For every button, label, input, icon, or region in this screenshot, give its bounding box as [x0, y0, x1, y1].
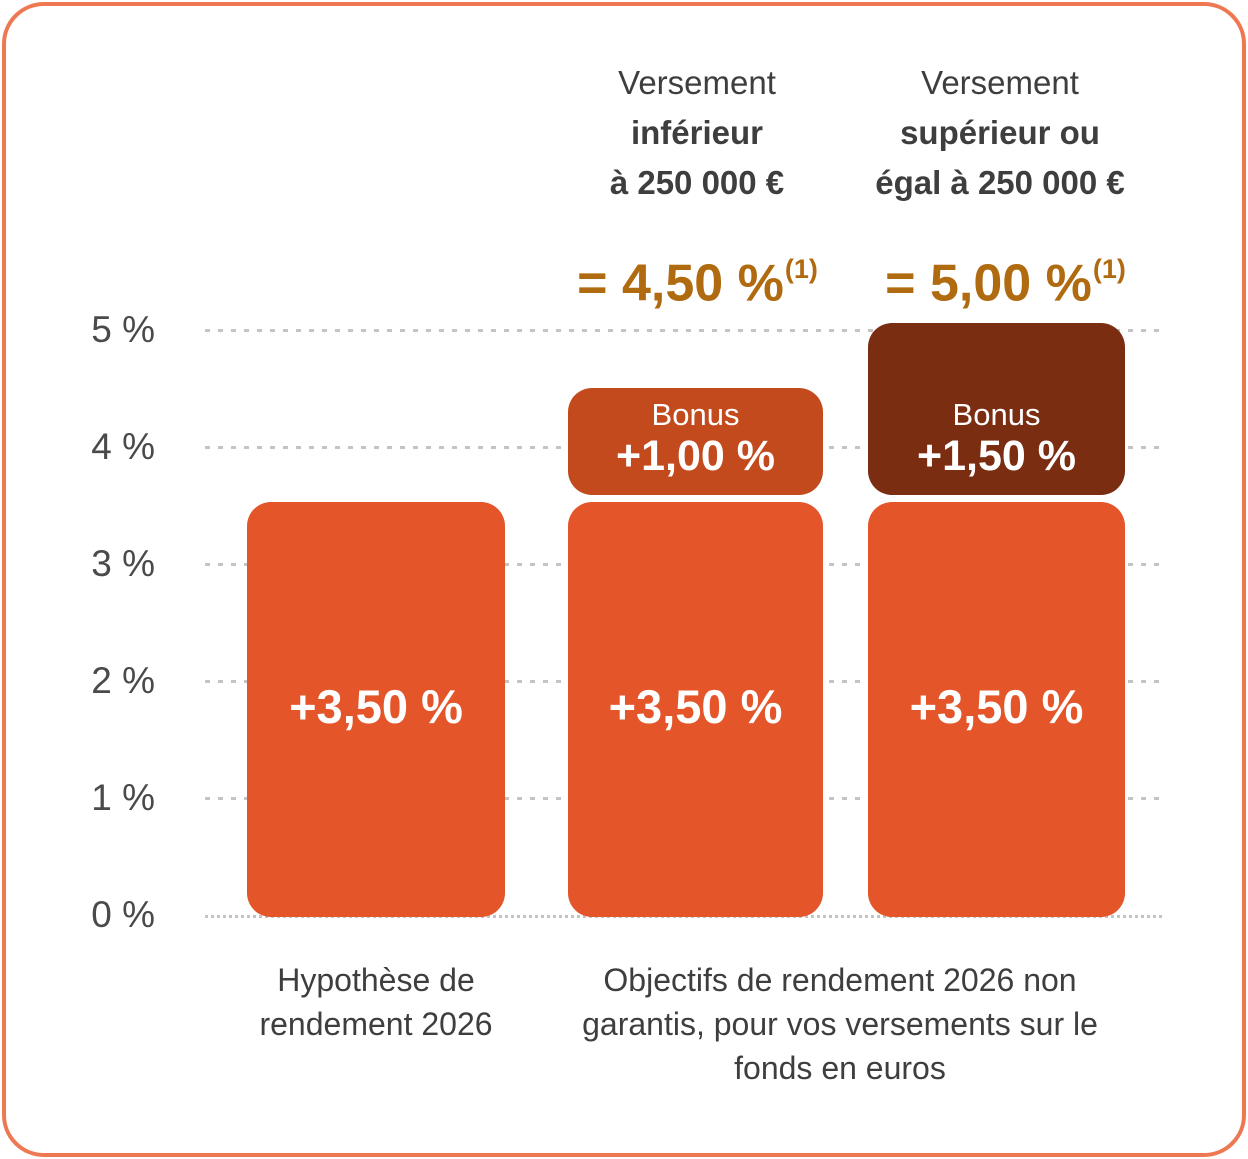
header-line-bold: inférieur — [630, 114, 764, 151]
bar-versement-inferieur: +3,50 % — [568, 502, 823, 917]
rate-value: = 5,00 % — [885, 254, 1092, 313]
bonus-value-label: +1,00 % — [616, 432, 775, 480]
column-header-versement-inferieur: Versement inférieur à 250 000 € — [537, 58, 857, 208]
gridline-5pct — [205, 329, 1163, 332]
rate-footnote-marker: (1) — [1092, 254, 1126, 284]
rate-value: = 4,50 % — [577, 254, 784, 313]
bonus-box-inferieur: Bonus +1,00 % — [568, 388, 823, 495]
bar-value-label: +3,50 % — [289, 680, 463, 733]
bar-value-label: +3,50 % — [608, 680, 783, 733]
header-line-regular: Versement — [921, 64, 1079, 101]
header-line-bold: égal à 250 000 € — [875, 164, 1125, 201]
y-axis-tick-4: 4 % — [91, 426, 155, 467]
y-axis-tick-5: 5 % — [91, 309, 155, 350]
bonus-value-label: +1,50 % — [917, 432, 1076, 480]
header-line-bold: supérieur ou — [900, 114, 1100, 151]
caption-objectifs: Objectifs de rendement 2026 non garantis… — [582, 962, 1098, 1086]
bonus-title: Bonus — [952, 397, 1041, 432]
rate-footnote-marker: (1) — [784, 254, 818, 284]
bar-value-label: +3,50 % — [909, 680, 1084, 733]
rate-total-inferieur: = 4,50 %(1) — [527, 240, 867, 312]
bonus-title: Bonus — [651, 397, 740, 432]
y-axis-tick-3: 3 % — [91, 543, 155, 584]
y-axis-tick-2: 2 % — [91, 660, 155, 701]
caption-hypothese: Hypothèse de rendement 2026 — [259, 962, 493, 1042]
header-line-regular: Versement — [618, 64, 776, 101]
rate-total-superieur: = 5,00 %(1) — [840, 240, 1170, 312]
bar-versement-superieur: +3,50 % — [868, 502, 1125, 917]
y-axis-tick-0: 0 % — [91, 894, 155, 935]
header-line-bold: à 250 000 € — [609, 164, 785, 201]
bar-hypothese-rendement: +3,50 % — [247, 502, 505, 917]
y-axis-tick-1: 1 % — [91, 777, 155, 818]
column-header-versement-superieur: Versement supérieur ou égal à 250 000 € — [830, 58, 1170, 208]
bonus-box-superieur: Bonus +1,50 % — [868, 323, 1125, 495]
